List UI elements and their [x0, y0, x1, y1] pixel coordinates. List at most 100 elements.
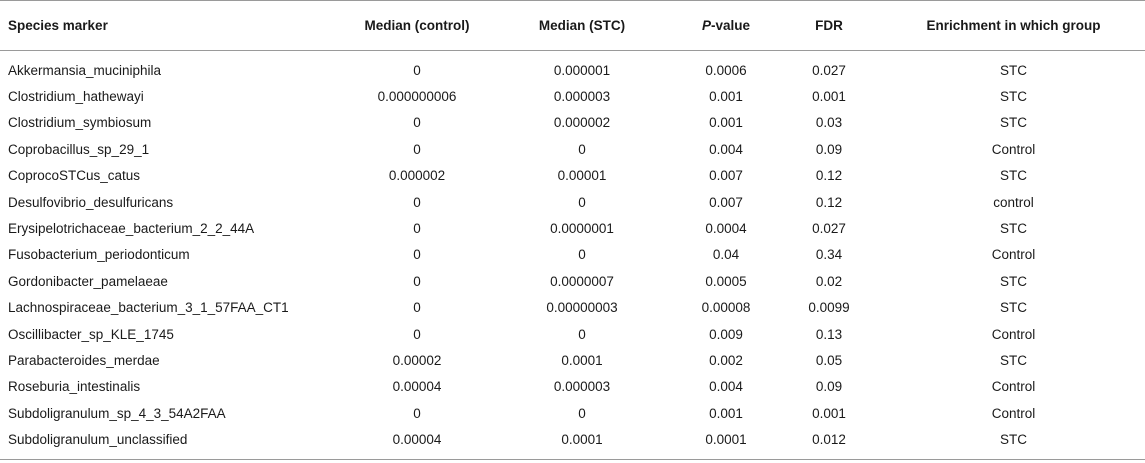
- cell-median-control: 0: [413, 405, 421, 421]
- cell-median-stc: 0.00000003: [546, 300, 618, 316]
- cell-species-marker: Oscillibacter_sp_KLE_1745: [8, 326, 174, 342]
- cell-enrichment: Control: [991, 247, 1036, 263]
- cell-p-value: 0.001: [709, 405, 743, 421]
- cell-p-value: 0.04: [712, 247, 740, 263]
- cell-p-value: 0.00008: [701, 300, 751, 316]
- cell-enrichment: Control: [991, 141, 1036, 157]
- table-row: Fusobacterium_periodonticum 0 0 0.04 0.34 Con…: [0, 242, 1145, 268]
- cell-fdr: 0.09: [815, 379, 843, 395]
- cell-median-control: 0.000000006: [377, 89, 457, 105]
- cell-median-control: 0: [413, 273, 421, 289]
- cell-median-stc: 0.0000001: [550, 221, 614, 237]
- cell-median-control: 0: [413, 62, 421, 78]
- cell-median-stc: 0: [578, 141, 586, 157]
- cell-p-value: 0.002: [709, 352, 743, 368]
- cell-median-stc: 0.0001: [496, 426, 668, 460]
- cell-species-marker: Desulfovibrio_desulfuricans: [8, 194, 174, 210]
- cell-p-value: 0.0006: [705, 62, 747, 78]
- cell-p-value: 0.004: [709, 141, 743, 157]
- cell-species-marker: CoprocoSTCus_catus: [8, 168, 141, 184]
- header-median-stc: Median (STC): [496, 0, 668, 51]
- header-species-marker: Species marker: [0, 0, 338, 51]
- cell-fdr: 0.13: [815, 326, 843, 342]
- cell-median-stc: 0.00001: [557, 168, 607, 184]
- table-row: Subdoligranulum_sp_4_3_54A2FAA 0 0 0.001 0.0…: [0, 400, 1145, 426]
- cell-p-value: 0.001: [709, 89, 743, 105]
- cell-median-control: 0: [413, 300, 421, 316]
- cell-species-marker: Clostridium_hathewayi: [8, 89, 144, 105]
- cell-fdr: 0.012: [784, 426, 874, 460]
- cell-fdr: 0.001: [812, 89, 846, 105]
- table-row: Coprobacillus_sp_29_1 0 0 0.004 0.09 Control: [0, 136, 1145, 162]
- table-header: Species marker Median (control) Median (…: [0, 0, 1145, 51]
- cell-species-marker: Lachnospiraceae_bacterium_3_1_57FAA_CT1: [8, 300, 289, 316]
- table-row: Erysipelotrichaceae_bacterium_2_2_44A 0 0.…: [0, 215, 1145, 241]
- table-row: Roseburia_intestinalis 0.00004 0.000003 0.0…: [0, 374, 1145, 400]
- cell-species-marker: Clostridium_symbiosum: [8, 115, 152, 131]
- cell-median-stc: 0.000003: [553, 379, 611, 395]
- cell-p-value: 0.0005: [705, 273, 747, 289]
- cell-enrichment: STC: [1000, 352, 1027, 368]
- cell-median-stc: 0: [578, 194, 586, 210]
- cell-fdr: 0.0099: [808, 300, 850, 316]
- cell-p-value: 0.009: [709, 326, 743, 342]
- cell-p-value: 0.0004: [705, 221, 747, 237]
- table-row: Subdoligranulum_unclassified 0.00004 0.000…: [0, 426, 1145, 460]
- cell-species-marker: Gordonibacter_pamelaeae: [8, 273, 168, 289]
- cell-median-control: 0.00004: [338, 426, 496, 460]
- cell-median-stc: 0.000001: [553, 62, 611, 78]
- cell-p-value: 0.001: [709, 115, 743, 131]
- cell-p-value: 0.007: [709, 194, 743, 210]
- cell-species-marker: Subdoligranulum_sp_4_3_54A2FAA: [8, 405, 226, 421]
- header-fdr: FDR: [784, 0, 874, 51]
- cell-species-marker: Erysipelotrichaceae_bacterium_2_2_44A: [8, 221, 255, 237]
- cell-fdr: 0.03: [815, 115, 843, 131]
- cell-fdr: 0.05: [815, 352, 843, 368]
- cell-median-stc: 0: [578, 405, 586, 421]
- cell-p-value: 0.0001: [668, 426, 784, 460]
- header-p-value-italic: P: [701, 18, 711, 33]
- cell-fdr: 0.027: [812, 221, 846, 237]
- cell-enrichment: STC: [1000, 62, 1027, 78]
- cell-fdr: 0.12: [815, 194, 843, 210]
- cell-species-marker: Coprobacillus_sp_29_1: [8, 141, 150, 157]
- cell-fdr: 0.001: [812, 405, 846, 421]
- cell-fdr: 0.34: [815, 247, 843, 263]
- table-row: Parabacteroides_merdae 0.00002 0.0001 0.002…: [0, 347, 1145, 373]
- header-p-value: P-value: [668, 0, 784, 51]
- cell-enrichment: control: [993, 194, 1034, 210]
- cell-enrichment: STC: [1000, 115, 1027, 131]
- cell-enrichment: STC: [1000, 300, 1027, 316]
- cell-enrichment: Control: [991, 326, 1036, 342]
- cell-median-control: 0: [413, 326, 421, 342]
- cell-species-marker: Roseburia_intestinalis: [8, 379, 141, 395]
- cell-median-stc: 0.000003: [553, 89, 611, 105]
- cell-fdr: 0.09: [815, 141, 843, 157]
- cell-enrichment: STC: [1000, 273, 1027, 289]
- cell-median-stc: 0.000002: [553, 115, 611, 131]
- cell-enrichment: Control: [991, 405, 1036, 421]
- table-row: Desulfovibrio_desulfuricans 0 0 0.007 0.12 co…: [0, 189, 1145, 215]
- cell-median-stc: 0: [578, 247, 586, 263]
- header-p-value-rest: -value: [710, 18, 751, 33]
- cell-median-control: 0.00002: [392, 352, 442, 368]
- table-row: Clostridium_symbiosum 0 0.000002 0.001 0.03 S…: [0, 110, 1145, 136]
- table-row: Oscillibacter_sp_KLE_1745 0 0 0.009 0.13 Cont…: [0, 321, 1145, 347]
- cell-enrichment: STC: [1000, 221, 1027, 237]
- table-row: Clostridium_hathewayi 0.000000006 0.000003…: [0, 83, 1145, 109]
- table-row: Akkermansia_muciniphila 0 0.000001 0.0006 0.…: [0, 51, 1145, 84]
- cell-p-value: 0.004: [709, 379, 743, 395]
- cell-median-control: 0: [413, 115, 421, 131]
- cell-enrichment: STC: [874, 426, 1145, 460]
- cell-median-control: 0: [413, 221, 421, 237]
- cell-species-marker: Akkermansia_muciniphila: [8, 62, 162, 78]
- table-row: Gordonibacter_pamelaeae 0 0.0000007 0.0005 0…: [0, 268, 1145, 294]
- cell-median-control: 0.00004: [392, 379, 442, 395]
- cell-fdr: 0.02: [815, 273, 843, 289]
- cell-median-control: 0.000002: [388, 168, 446, 184]
- cell-enrichment: STC: [1000, 168, 1027, 184]
- cell-fdr: 0.027: [812, 62, 846, 78]
- table-row: Lachnospiraceae_bacterium_3_1_57FAA_CT1 0…: [0, 295, 1145, 321]
